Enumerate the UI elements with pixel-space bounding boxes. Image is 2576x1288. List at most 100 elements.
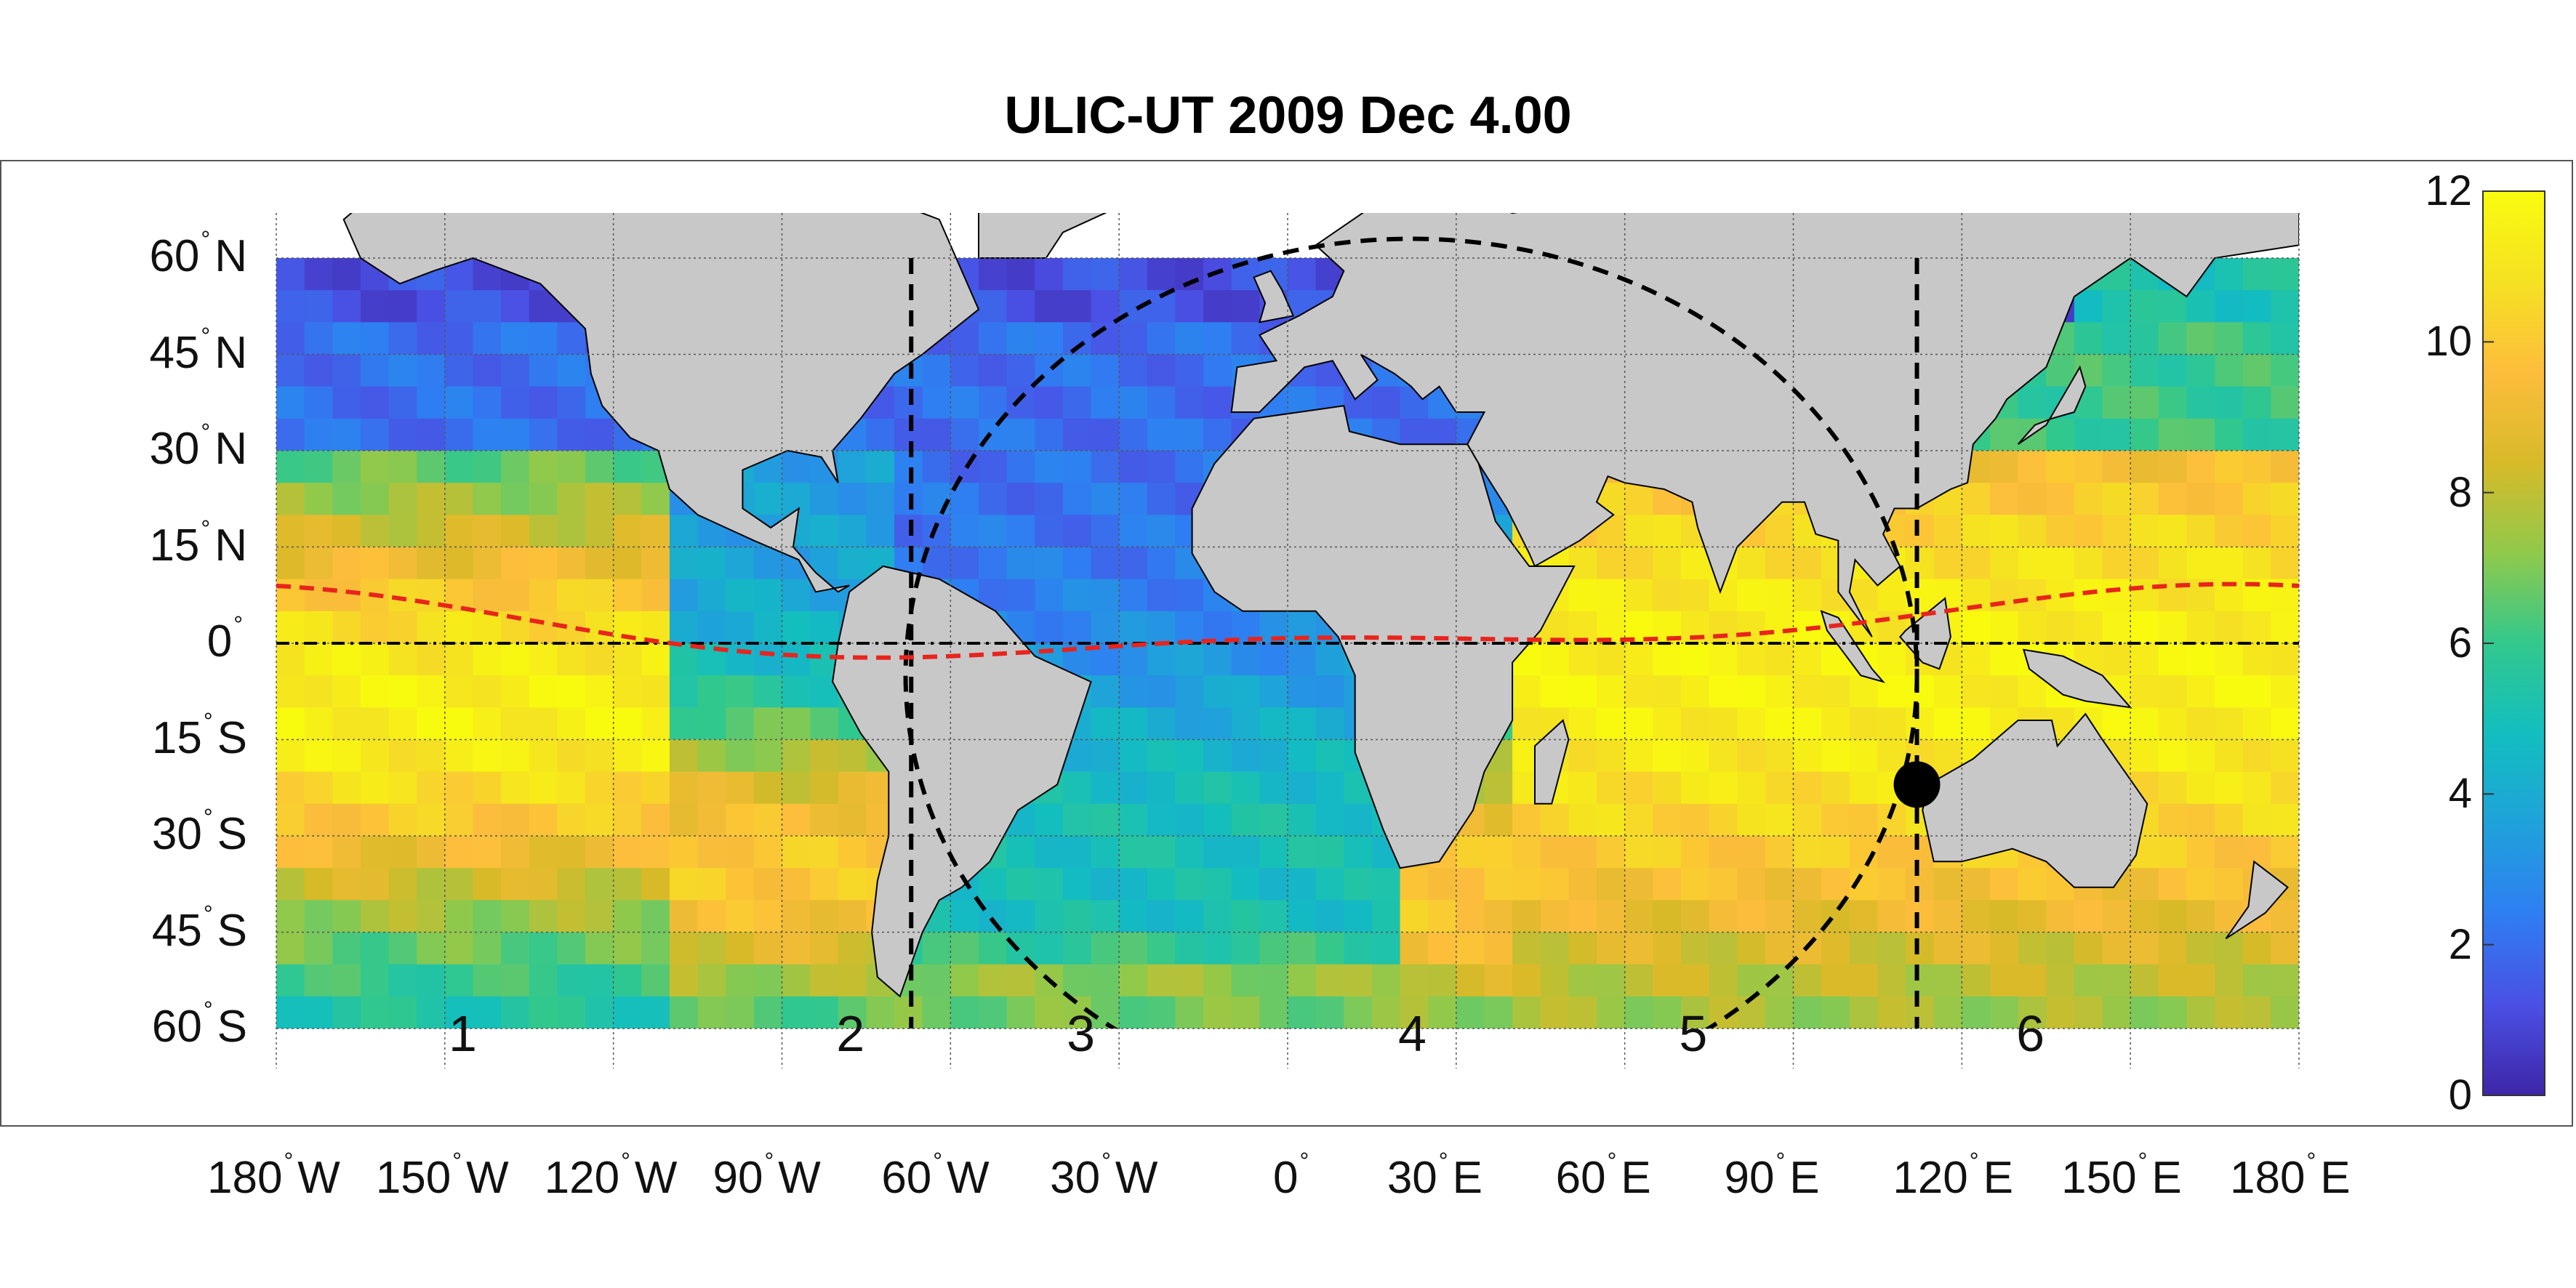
lat-value: 15 bbox=[149, 520, 200, 571]
field-cell bbox=[2215, 547, 2244, 580]
field-cell bbox=[585, 418, 614, 451]
field-cell bbox=[1175, 932, 1205, 965]
field-cell bbox=[2130, 386, 2159, 419]
latitude-label: 30°N bbox=[149, 419, 247, 475]
field-cell bbox=[753, 996, 783, 1029]
field-cell bbox=[1062, 868, 1092, 901]
field-cell bbox=[473, 322, 502, 355]
field-cell bbox=[838, 964, 867, 997]
field-cell bbox=[1231, 322, 1261, 355]
field-cell bbox=[2130, 932, 2159, 965]
field-cell bbox=[1624, 771, 1654, 805]
field-cell bbox=[866, 515, 896, 548]
degree-symbol: ° bbox=[201, 226, 211, 252]
field-cell bbox=[1288, 996, 1317, 1029]
field-cell bbox=[1989, 418, 2019, 451]
field-cell bbox=[782, 964, 811, 997]
field-cell bbox=[557, 515, 587, 548]
field-cell bbox=[276, 515, 305, 548]
field-cell bbox=[276, 996, 305, 1029]
field-cell bbox=[1119, 771, 1148, 805]
field-cell bbox=[2158, 483, 2188, 516]
land-uk bbox=[1253, 270, 1295, 323]
field-cell bbox=[557, 836, 587, 869]
field-cell bbox=[726, 932, 755, 965]
field-cell bbox=[1203, 836, 1232, 869]
field-cell bbox=[388, 771, 418, 805]
field-cell bbox=[2242, 803, 2272, 837]
field-cell bbox=[1147, 258, 1176, 291]
field-cell bbox=[669, 900, 699, 933]
field-cell bbox=[1428, 932, 1457, 965]
field-cell bbox=[1765, 932, 1794, 965]
field-cell bbox=[2215, 771, 2244, 805]
field-cell bbox=[1147, 803, 1176, 837]
field-cell bbox=[1737, 579, 1766, 612]
field-cell bbox=[1091, 354, 1120, 387]
field-cell bbox=[417, 771, 446, 805]
field-cell bbox=[388, 836, 418, 869]
field-cell bbox=[2158, 418, 2188, 451]
field-cell bbox=[1147, 836, 1176, 869]
field-cell bbox=[1765, 515, 1794, 548]
field-cell bbox=[753, 707, 783, 741]
field-cell bbox=[1597, 868, 1626, 901]
field-cell bbox=[473, 418, 502, 451]
degree-symbol: ° bbox=[933, 1148, 943, 1174]
field-cell bbox=[1709, 611, 1738, 644]
field-cell bbox=[1006, 932, 1036, 965]
field-cell bbox=[501, 836, 530, 869]
field-cell bbox=[2158, 868, 2188, 901]
field-cell bbox=[1091, 803, 1120, 837]
field-cell bbox=[1288, 707, 1317, 741]
field-cell bbox=[2018, 386, 2047, 419]
field-cell bbox=[529, 547, 558, 580]
field-cell bbox=[2271, 643, 2299, 677]
field-cell bbox=[1624, 932, 1654, 965]
lon-hemisphere: E bbox=[2151, 1153, 2182, 1203]
field-cell bbox=[1062, 451, 1092, 484]
field-cell bbox=[360, 900, 390, 933]
field-cell bbox=[1203, 803, 1232, 837]
field-cell bbox=[1091, 547, 1120, 580]
lon-hemisphere: E bbox=[1983, 1153, 2013, 1203]
field-cell bbox=[360, 386, 390, 419]
field-cell bbox=[1203, 707, 1232, 741]
field-cell bbox=[697, 579, 727, 612]
field-cell bbox=[1006, 418, 1036, 451]
field-cell bbox=[1091, 290, 1120, 323]
field-cell bbox=[1147, 771, 1176, 805]
field-cell bbox=[2215, 322, 2244, 355]
field-cell bbox=[2271, 611, 2299, 644]
field-cell bbox=[557, 964, 587, 997]
field-cell bbox=[417, 964, 446, 997]
field-cell bbox=[276, 290, 305, 323]
field-cell bbox=[1709, 868, 1738, 901]
field-cell bbox=[1484, 996, 1514, 1029]
field-cell bbox=[1962, 611, 1991, 644]
field-cell bbox=[1035, 418, 1064, 451]
field-cell bbox=[2018, 996, 2047, 1029]
field-cell bbox=[1400, 964, 1429, 997]
field-cell bbox=[1203, 996, 1232, 1029]
field-cell bbox=[332, 483, 361, 516]
field-cell bbox=[1119, 258, 1148, 291]
field-cell bbox=[1231, 803, 1261, 837]
field-cell bbox=[1680, 900, 1710, 933]
degree-symbol: ° bbox=[284, 1148, 294, 1174]
field-cell bbox=[1231, 932, 1261, 965]
field-cell bbox=[2130, 290, 2159, 323]
degree-symbol: ° bbox=[1438, 1148, 1448, 1174]
latitude-label: 45°S bbox=[152, 901, 247, 957]
field-cell bbox=[1371, 900, 1401, 933]
field-cell bbox=[1653, 964, 1682, 997]
field-cell bbox=[697, 675, 727, 709]
field-cell bbox=[1765, 836, 1794, 869]
field-cell bbox=[978, 932, 1008, 965]
field-cell bbox=[1344, 836, 1373, 869]
field-cell bbox=[1906, 900, 1935, 933]
field-cell bbox=[2271, 258, 2299, 291]
field-cell bbox=[1147, 868, 1176, 901]
field-cell bbox=[2242, 707, 2272, 741]
field-cell bbox=[444, 771, 474, 805]
